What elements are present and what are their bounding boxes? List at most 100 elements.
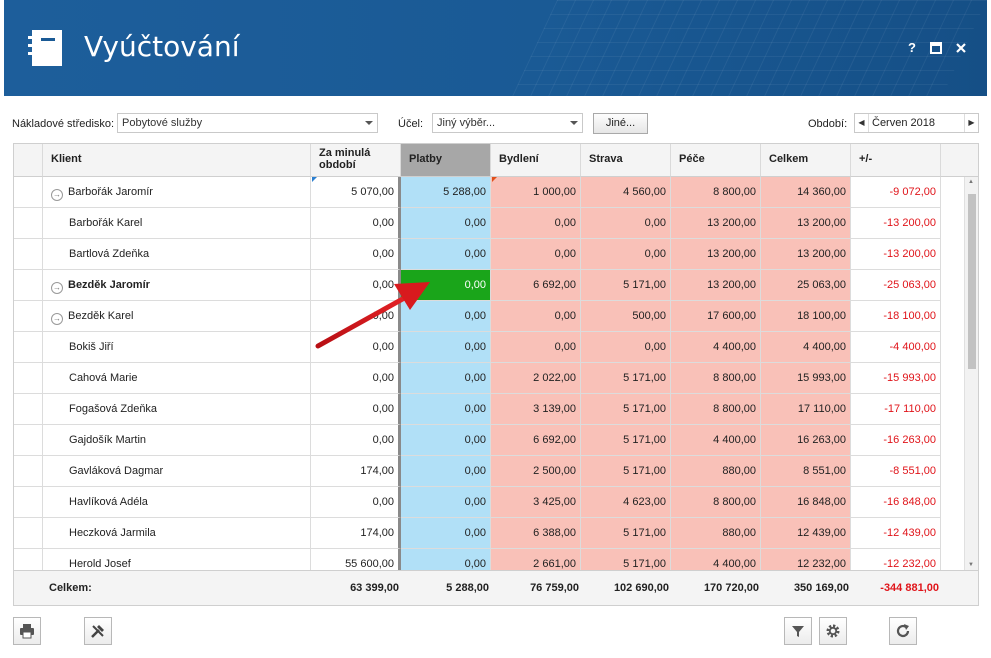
row-selector[interactable]: [14, 363, 43, 394]
column-header-care[interactable]: Péče: [671, 144, 761, 177]
expand-arrow-icon[interactable]: →: [51, 282, 63, 294]
table-row[interactable]: → Bezděk Karel 0,00 0,00 0,00 500,00 17 600,00…: [14, 301, 964, 332]
table-row[interactable]: Gavláková Dagmar 174,00 0,00 2 500,00 5 171,…: [14, 456, 964, 487]
cell-pay[interactable]: 0,00: [401, 301, 491, 332]
cell-care[interactable]: 4 400,00: [671, 425, 761, 456]
client-name-cell[interactable]: Cahová Marie: [43, 363, 311, 394]
cell-care[interactable]: 17 600,00: [671, 301, 761, 332]
row-selector[interactable]: [14, 332, 43, 363]
cell-housing[interactable]: 1 000,00: [491, 177, 581, 208]
cell-prev[interactable]: 5 070,00: [311, 177, 401, 208]
cell-housing[interactable]: 6 692,00: [491, 270, 581, 301]
cell-pay[interactable]: 0,00: [401, 332, 491, 363]
cell-pay[interactable]: 0,00: [401, 456, 491, 487]
cell-care[interactable]: 880,00: [671, 518, 761, 549]
cell-food[interactable]: 5 171,00: [581, 425, 671, 456]
cell-housing[interactable]: 0,00: [491, 332, 581, 363]
cell-diff[interactable]: -18 100,00: [851, 301, 941, 332]
maximize-button[interactable]: [928, 40, 944, 56]
cell-food[interactable]: 5 171,00: [581, 270, 671, 301]
cell-total[interactable]: 12 439,00: [761, 518, 851, 549]
cell-diff[interactable]: -16 263,00: [851, 425, 941, 456]
expand-arrow-icon[interactable]: →: [51, 313, 63, 325]
cell-pay[interactable]: 0,00: [401, 239, 491, 270]
cell-prev[interactable]: 0,00: [311, 363, 401, 394]
cell-prev[interactable]: 174,00: [311, 518, 401, 549]
cell-food[interactable]: 5 171,00: [581, 363, 671, 394]
cell-total[interactable]: 8 551,00: [761, 456, 851, 487]
cell-care[interactable]: 8 800,00: [671, 177, 761, 208]
table-row[interactable]: Bartlová Zdeňka 0,00 0,00 0,00 0,00 13 200,00…: [14, 239, 964, 270]
cell-housing[interactable]: 0,00: [491, 239, 581, 270]
row-selector[interactable]: [14, 394, 43, 425]
cell-food[interactable]: 500,00: [581, 301, 671, 332]
client-name-cell[interactable]: → Barbořák Jaromír: [43, 177, 311, 208]
cell-food[interactable]: 4 560,00: [581, 177, 671, 208]
cell-housing[interactable]: 6 692,00: [491, 425, 581, 456]
cell-prev[interactable]: 0,00: [311, 487, 401, 518]
help-button[interactable]: ?: [908, 40, 916, 55]
client-name-cell[interactable]: → Bezděk Jaromír: [43, 270, 311, 301]
table-row[interactable]: Gajdošík Martin 0,00 0,00 6 692,00 5 171,00 4…: [14, 425, 964, 456]
cell-pay[interactable]: 0,00: [401, 363, 491, 394]
cell-care[interactable]: 8 800,00: [671, 487, 761, 518]
purpose-select[interactable]: Jiný výběr...: [432, 113, 583, 133]
row-selector[interactable]: [14, 456, 43, 487]
row-selector[interactable]: [14, 301, 43, 332]
cell-diff[interactable]: -25 063,00: [851, 270, 941, 301]
cell-diff[interactable]: -9 072,00: [851, 177, 941, 208]
filter-button[interactable]: [784, 617, 812, 645]
cell-diff[interactable]: -15 993,00: [851, 363, 941, 394]
row-selector[interactable]: [14, 239, 43, 270]
cell-total[interactable]: 15 993,00: [761, 363, 851, 394]
scroll-down-icon[interactable]: ▼: [968, 562, 974, 568]
cell-care[interactable]: 13 200,00: [671, 270, 761, 301]
cell-pay[interactable]: 5 288,00: [401, 177, 491, 208]
expand-arrow-icon[interactable]: →: [51, 189, 63, 201]
cell-food[interactable]: 4 623,00: [581, 487, 671, 518]
cell-diff[interactable]: -16 848,00: [851, 487, 941, 518]
close-button[interactable]: [953, 40, 969, 56]
cell-prev[interactable]: 0,00: [311, 208, 401, 239]
cell-prev[interactable]: 0,00: [311, 239, 401, 270]
period-next-button[interactable]: ▶: [964, 114, 978, 132]
cell-pay[interactable]: 0,00: [401, 208, 491, 239]
table-row[interactable]: → Barbořák Jaromír 5 070,00 5 288,00 1 000,0…: [14, 177, 964, 208]
table-row[interactable]: → Bezděk Jaromír 0,00 0,00 6 692,00 5 171,00 1…: [14, 270, 964, 301]
cell-diff[interactable]: -8 551,00: [851, 456, 941, 487]
column-header-payments[interactable]: Platby: [401, 144, 491, 177]
vertical-scrollbar[interactable]: ▲ ▼: [964, 177, 978, 570]
row-selector[interactable]: [14, 177, 43, 208]
cell-food[interactable]: 0,00: [581, 332, 671, 363]
client-name-cell[interactable]: Gavláková Dagmar: [43, 456, 311, 487]
client-name-cell[interactable]: Bartlová Zdeňka: [43, 239, 311, 270]
row-selector[interactable]: [14, 487, 43, 518]
table-row[interactable]: Cahová Marie 0,00 0,00 2 022,00 5 171,00 8 80…: [14, 363, 964, 394]
cell-housing[interactable]: 0,00: [491, 301, 581, 332]
refresh-button[interactable]: [889, 617, 917, 645]
cell-food[interactable]: 0,00: [581, 208, 671, 239]
cell-total[interactable]: 14 360,00: [761, 177, 851, 208]
client-name-cell[interactable]: Barbořák Karel: [43, 208, 311, 239]
cell-care[interactable]: 13 200,00: [671, 208, 761, 239]
client-name-cell[interactable]: Bokiš Jiří: [43, 332, 311, 363]
row-selector[interactable]: [14, 518, 43, 549]
cell-housing[interactable]: 3 425,00: [491, 487, 581, 518]
cell-housing[interactable]: 3 139,00: [491, 394, 581, 425]
row-selector[interactable]: [14, 208, 43, 239]
cell-total[interactable]: 25 063,00: [761, 270, 851, 301]
column-header-total[interactable]: Celkem: [761, 144, 851, 177]
cell-total[interactable]: 16 263,00: [761, 425, 851, 456]
cell-care[interactable]: 4 400,00: [671, 332, 761, 363]
column-header-previous[interactable]: Za minulá období: [311, 144, 401, 177]
column-header-diff[interactable]: +/-: [851, 144, 941, 177]
period-prev-button[interactable]: ◀: [855, 114, 869, 132]
client-name-cell[interactable]: Heczková Jarmila: [43, 518, 311, 549]
row-selector[interactable]: [14, 425, 43, 456]
cell-prev[interactable]: 0,00: [311, 425, 401, 456]
cell-housing[interactable]: 6 388,00: [491, 518, 581, 549]
scroll-up-icon[interactable]: ▲: [968, 179, 974, 185]
cell-diff[interactable]: -4 400,00: [851, 332, 941, 363]
table-row[interactable]: Heczková Jarmila 174,00 0,00 6 388,00 5 171,…: [14, 518, 964, 549]
column-header-client[interactable]: Klient: [43, 144, 311, 177]
